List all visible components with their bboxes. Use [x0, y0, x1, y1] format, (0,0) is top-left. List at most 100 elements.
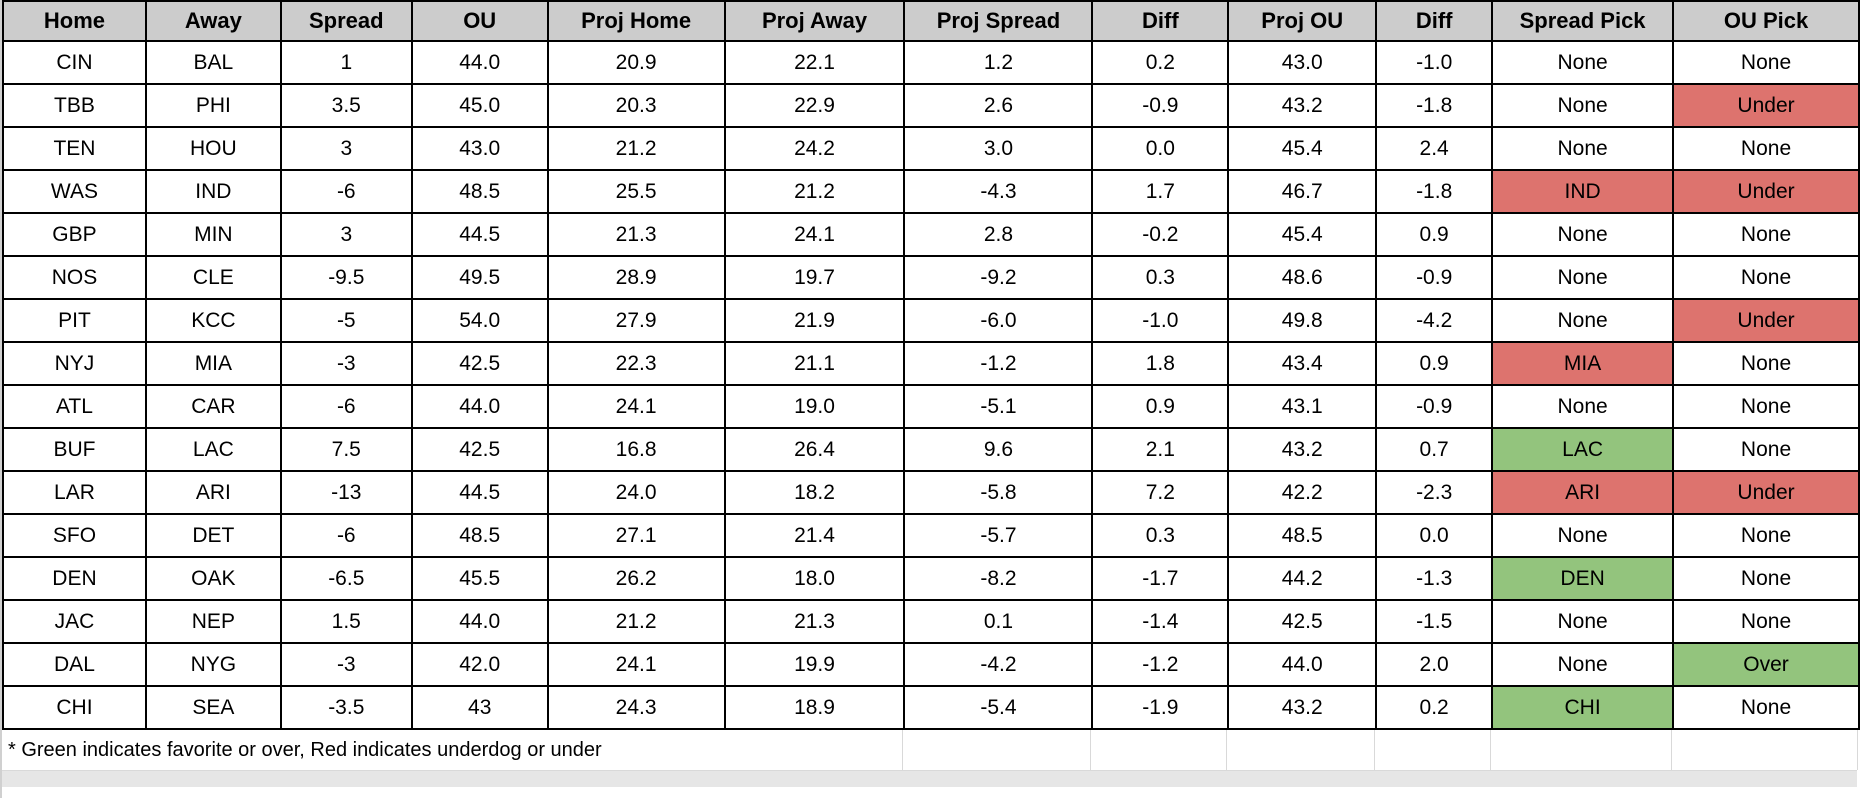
cell-ou[interactable]: 44.5 — [410, 470, 549, 515]
cell-ou[interactable]: 42.0 — [410, 642, 549, 687]
cell-spread_diff[interactable]: -1.9 — [1091, 685, 1230, 730]
cell-ou[interactable]: 43.0 — [410, 126, 549, 171]
cell-spread_diff[interactable]: 0.2 — [1091, 40, 1230, 85]
cell-proj_away[interactable]: 21.4 — [723, 513, 906, 558]
cell-proj_away[interactable]: 19.7 — [723, 255, 906, 300]
cell-proj_away[interactable]: 26.4 — [723, 427, 906, 472]
column-header-spread_diff[interactable]: Diff — [1091, 0, 1230, 42]
cell-home[interactable]: WAS — [2, 169, 147, 214]
cell-ou_diff[interactable]: -0.9 — [1375, 255, 1494, 300]
cell-spread[interactable]: -3 — [279, 642, 413, 687]
cell-spread_pick[interactable]: None — [1491, 126, 1675, 171]
cell-spread_diff[interactable]: 0.3 — [1091, 513, 1230, 558]
cell-spread_pick[interactable]: None — [1491, 513, 1675, 558]
column-header-ou_diff[interactable]: Diff — [1375, 0, 1494, 42]
cell-proj_spread[interactable]: -4.3 — [903, 169, 1094, 214]
cell-away[interactable]: PHI — [144, 83, 282, 128]
cell-spread[interactable]: -3.5 — [279, 685, 413, 730]
cell-home[interactable]: GBP — [2, 212, 147, 257]
cell-spread_pick[interactable]: CHI — [1491, 685, 1675, 730]
cell-away[interactable]: DET — [144, 513, 282, 558]
cell-away[interactable]: SEA — [144, 685, 282, 730]
cell-proj_home[interactable]: 20.9 — [546, 40, 726, 85]
cell-proj_spread[interactable]: -9.2 — [903, 255, 1094, 300]
cell-home[interactable]: DAL — [2, 642, 147, 687]
cell-spread_pick[interactable]: None — [1491, 642, 1675, 687]
cell-spread_pick[interactable]: DEN — [1491, 556, 1675, 601]
cell-spread_diff[interactable]: -1.2 — [1091, 642, 1230, 687]
column-header-proj_away[interactable]: Proj Away — [723, 0, 906, 42]
cell-proj_ou[interactable]: 43.0 — [1227, 40, 1378, 85]
cell-spread_diff[interactable]: 0.9 — [1091, 384, 1230, 429]
cell-ou_pick[interactable]: Under — [1672, 470, 1860, 515]
cell-spread_diff[interactable]: 1.7 — [1091, 169, 1230, 214]
column-header-home[interactable]: Home — [2, 0, 147, 42]
cell-ou_pick[interactable]: None — [1672, 513, 1860, 558]
cell-proj_away[interactable]: 21.9 — [723, 298, 906, 343]
cell-ou_diff[interactable]: -1.3 — [1375, 556, 1494, 601]
cell-ou_pick[interactable]: None — [1672, 40, 1860, 85]
cell-ou[interactable]: 44.5 — [410, 212, 549, 257]
cell-ou_pick[interactable]: None — [1672, 599, 1860, 644]
cell-spread[interactable]: -13 — [279, 470, 413, 515]
cell-home[interactable]: CIN — [2, 40, 147, 85]
cell-spread_pick[interactable]: IND — [1491, 169, 1675, 214]
cell-proj_away[interactable]: 19.9 — [723, 642, 906, 687]
cell-proj_home[interactable]: 22.3 — [546, 341, 726, 386]
cell-away[interactable]: LAC — [144, 427, 282, 472]
cell-proj_home[interactable]: 16.8 — [546, 427, 726, 472]
cell-ou_diff[interactable]: 0.7 — [1375, 427, 1494, 472]
cell-away[interactable]: OAK — [144, 556, 282, 601]
cell-home[interactable]: ATL — [2, 384, 147, 429]
cell-away[interactable]: NYG — [144, 642, 282, 687]
cell-proj_home[interactable]: 24.0 — [546, 470, 726, 515]
cell-ou[interactable]: 44.0 — [410, 599, 549, 644]
cell-ou[interactable]: 44.0 — [410, 40, 549, 85]
cell-proj_ou[interactable]: 43.4 — [1227, 341, 1378, 386]
cell-spread[interactable]: -6 — [279, 513, 413, 558]
cell-proj_spread[interactable]: -4.2 — [903, 642, 1094, 687]
cell-proj_away[interactable]: 24.2 — [723, 126, 906, 171]
cell-ou[interactable]: 48.5 — [410, 513, 549, 558]
cell-spread_diff[interactable]: 2.1 — [1091, 427, 1230, 472]
cell-ou_diff[interactable]: 2.4 — [1375, 126, 1494, 171]
cell-proj_spread[interactable]: 1.2 — [903, 40, 1094, 85]
cell-proj_away[interactable]: 18.0 — [723, 556, 906, 601]
cell-spread_pick[interactable]: None — [1491, 384, 1675, 429]
cell-proj_spread[interactable]: -5.4 — [903, 685, 1094, 730]
cell-proj_home[interactable]: 21.3 — [546, 212, 726, 257]
cell-proj_ou[interactable]: 45.4 — [1227, 126, 1378, 171]
cell-home[interactable]: NYJ — [2, 341, 147, 386]
cell-spread_pick[interactable]: None — [1491, 212, 1675, 257]
cell-proj_home[interactable]: 28.9 — [546, 255, 726, 300]
cell-home[interactable]: TBB — [2, 83, 147, 128]
cell-spread[interactable]: -9.5 — [279, 255, 413, 300]
cell-ou_diff[interactable]: -4.2 — [1375, 298, 1494, 343]
cell-proj_ou[interactable]: 42.5 — [1227, 599, 1378, 644]
cell-ou[interactable]: 49.5 — [410, 255, 549, 300]
cell-spread_pick[interactable]: LAC — [1491, 427, 1675, 472]
column-header-proj_spread[interactable]: Proj Spread — [903, 0, 1094, 42]
cell-home[interactable]: DEN — [2, 556, 147, 601]
cell-ou_pick[interactable]: None — [1672, 255, 1860, 300]
cell-ou_diff[interactable]: 0.2 — [1375, 685, 1494, 730]
cell-spread_diff[interactable]: 0.3 — [1091, 255, 1230, 300]
cell-ou[interactable]: 43 — [410, 685, 549, 730]
cell-proj_away[interactable]: 18.9 — [723, 685, 906, 730]
cell-ou_diff[interactable]: -0.9 — [1375, 384, 1494, 429]
cell-proj_ou[interactable]: 43.2 — [1227, 427, 1378, 472]
cell-proj_away[interactable]: 24.1 — [723, 212, 906, 257]
cell-proj_away[interactable]: 21.2 — [723, 169, 906, 214]
cell-proj_home[interactable]: 24.1 — [546, 384, 726, 429]
cell-proj_spread[interactable]: -1.2 — [903, 341, 1094, 386]
cell-away[interactable]: MIN — [144, 212, 282, 257]
cell-ou_pick[interactable]: None — [1672, 556, 1860, 601]
column-header-proj_home[interactable]: Proj Home — [546, 0, 726, 42]
cell-proj_ou[interactable]: 44.0 — [1227, 642, 1378, 687]
cell-proj_spread[interactable]: -5.1 — [903, 384, 1094, 429]
cell-ou[interactable]: 44.0 — [410, 384, 549, 429]
cell-spread[interactable]: -5 — [279, 298, 413, 343]
cell-spread[interactable]: 3 — [279, 212, 413, 257]
cell-spread[interactable]: 3 — [279, 126, 413, 171]
cell-proj_spread[interactable]: -5.8 — [903, 470, 1094, 515]
